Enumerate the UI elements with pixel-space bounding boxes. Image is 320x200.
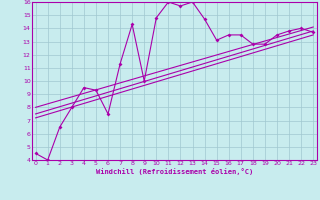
X-axis label: Windchill (Refroidissement éolien,°C): Windchill (Refroidissement éolien,°C)	[96, 168, 253, 175]
